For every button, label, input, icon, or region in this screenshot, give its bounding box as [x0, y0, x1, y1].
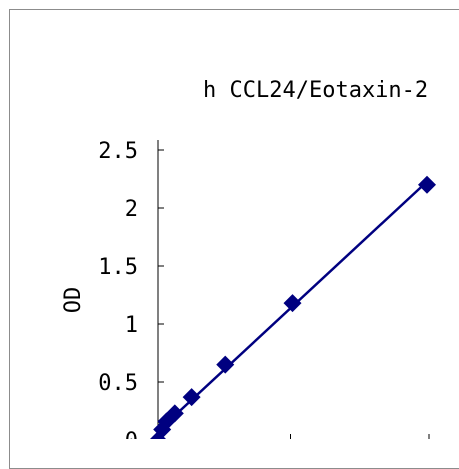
y-tick-label: 1 [125, 313, 138, 338]
data-point-marker [182, 388, 201, 407]
data-point-marker [418, 175, 436, 194]
x-ticks [290, 434, 430, 439]
y-tick-label: 1.5 [98, 255, 138, 280]
y-tick-label: 2.5 [98, 139, 138, 164]
chart: h CCL24/Eotaxin-2 OD 0 0.5 1 1.5 2 2.5 [61, 78, 436, 439]
chart-title: h CCL24/Eotaxin-2 [203, 78, 428, 103]
data-point-marker [165, 404, 184, 423]
y-ticks: 0 0.5 1 1.5 2 2.5 [98, 139, 164, 439]
y-tick-label: 0 [125, 429, 138, 439]
chart-frame [9, 9, 459, 469]
y-tick-label: 2 [125, 197, 138, 222]
data-point-marker [216, 355, 235, 374]
data-points [150, 175, 436, 439]
y-axis-label: OD [61, 287, 86, 314]
y-tick-label: 0.5 [98, 371, 138, 396]
data-point-marker [283, 294, 302, 313]
